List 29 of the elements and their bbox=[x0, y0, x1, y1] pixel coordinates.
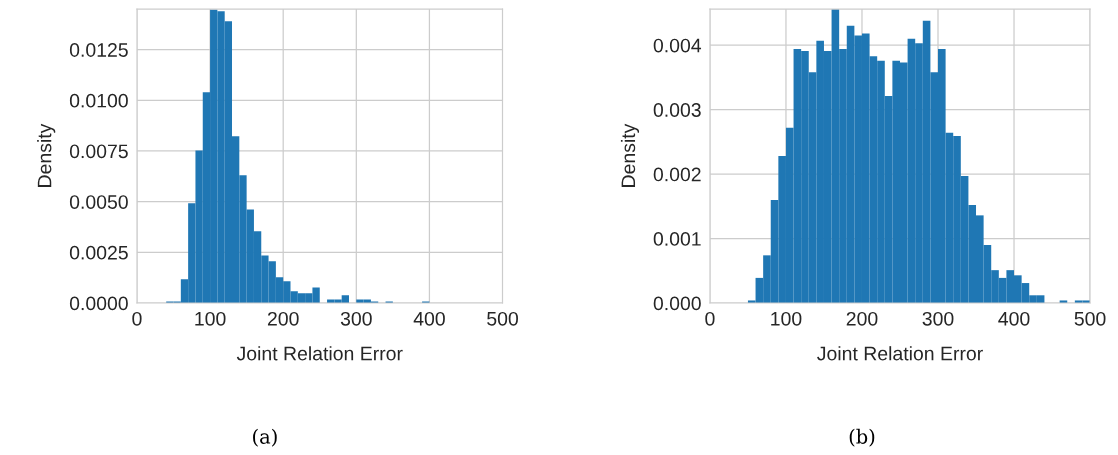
text: (a) bbox=[253, 428, 277, 447]
y-axis-title: Density bbox=[37, 123, 56, 187]
y-tick-label: 0.0050 bbox=[69, 195, 128, 209]
y-tick-label: 0.0025 bbox=[69, 245, 128, 260]
x-tick-label: 100 bbox=[195, 311, 226, 326]
x-axis-title: Joint Relation Error bbox=[817, 346, 983, 361]
y-tick-label: 0.0075 bbox=[69, 144, 128, 159]
x-tick-label: 500 bbox=[1074, 311, 1106, 326]
x-tick-label: 400 bbox=[413, 311, 445, 326]
x-tick-label: 400 bbox=[998, 311, 1030, 326]
x-tick-label: 300 bbox=[922, 311, 954, 326]
x-tick-label: 100 bbox=[771, 311, 802, 326]
y-tick-label: 0.000 bbox=[653, 296, 701, 311]
y-axis-title: Density bbox=[620, 123, 640, 187]
x-tick-label: 0 bbox=[132, 311, 142, 326]
text: (b) bbox=[849, 428, 875, 447]
x-tick-label: 0 bbox=[705, 311, 715, 326]
y-tick-label: 0.002 bbox=[653, 167, 701, 182]
y-tick-label: 0.003 bbox=[653, 103, 701, 117]
y-tick-label: 0.001 bbox=[653, 232, 701, 246]
x-tick-label: 200 bbox=[267, 311, 299, 326]
x-tick-label: 200 bbox=[846, 311, 878, 326]
x-tick-label: 300 bbox=[340, 311, 372, 326]
x-axis-title: Joint Relation Error bbox=[236, 346, 403, 361]
y-tick-label: 0.0100 bbox=[69, 93, 128, 108]
y-tick-label: 0.0000 bbox=[69, 296, 128, 311]
x-tick-label: 500 bbox=[487, 311, 518, 326]
y-tick-label: 0.0125 bbox=[69, 43, 128, 57]
y-tick-label: 0.004 bbox=[653, 38, 702, 53]
